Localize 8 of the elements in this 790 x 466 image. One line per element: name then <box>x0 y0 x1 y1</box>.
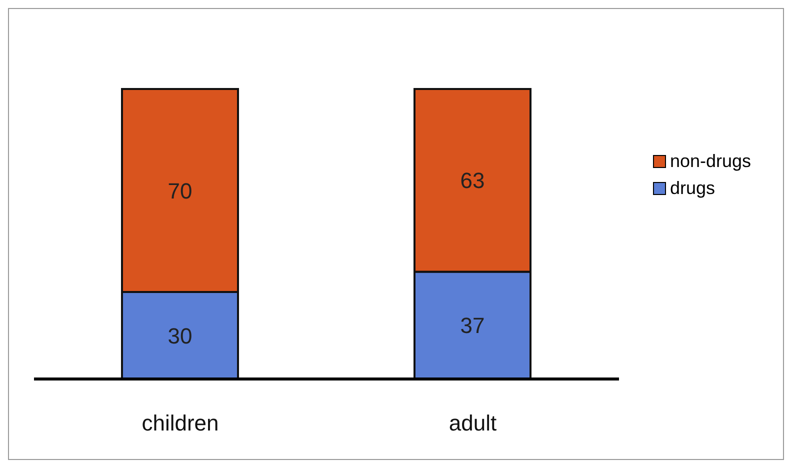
data-label: 70 <box>168 178 192 204</box>
legend-label: non-drugs <box>670 151 752 172</box>
legend-label: drugs <box>670 178 716 199</box>
data-label: 63 <box>460 168 485 194</box>
data-label: 37 <box>460 313 485 338</box>
data-label: 30 <box>168 323 192 348</box>
x-tick-label: children <box>142 410 219 436</box>
x-tick-label: adult <box>448 410 497 436</box>
